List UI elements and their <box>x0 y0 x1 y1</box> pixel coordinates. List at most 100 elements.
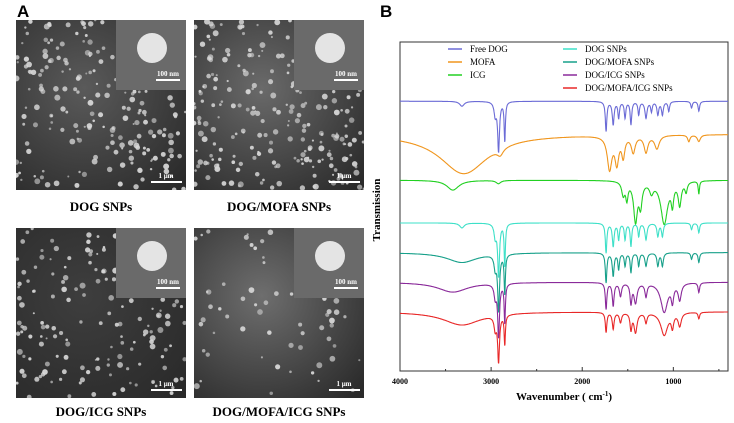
nanoparticle <box>163 347 168 352</box>
nanoparticle <box>157 129 163 135</box>
nanoparticle <box>19 368 25 374</box>
nanoparticle <box>331 98 338 104</box>
nanoparticle <box>262 261 266 265</box>
nanoparticle <box>40 68 44 73</box>
nanoparticle <box>315 104 322 111</box>
nanoparticle <box>270 92 277 99</box>
nanoparticle <box>21 373 27 379</box>
nanoparticle <box>21 269 27 275</box>
nanoparticle <box>16 159 20 165</box>
nanoparticle <box>221 181 227 186</box>
nanoparticle <box>286 124 290 127</box>
nanoparticle <box>117 361 124 368</box>
nanoparticle <box>259 181 264 185</box>
nanoparticle <box>333 135 339 141</box>
nanoparticle <box>32 122 38 128</box>
panel-b-label: B <box>380 2 393 21</box>
nanoparticle <box>76 137 79 141</box>
nanoparticle <box>59 330 64 336</box>
nanoparticle <box>137 90 141 94</box>
nanoparticle <box>206 73 211 79</box>
nanoparticle <box>60 106 66 112</box>
nanoparticle <box>274 165 278 169</box>
nanoparticle <box>60 127 65 133</box>
nanoparticle <box>151 158 154 161</box>
nanoparticle <box>253 246 258 251</box>
nanoparticle <box>333 109 340 116</box>
nanoparticle <box>318 145 325 152</box>
nanoparticle <box>101 46 106 50</box>
nanoparticle <box>159 309 162 312</box>
nanoparticle <box>106 363 110 367</box>
nanoparticle <box>167 158 171 162</box>
nanoparticle <box>251 82 257 89</box>
nanoparticle <box>218 157 222 162</box>
nanoparticle <box>44 65 49 70</box>
nanoparticle <box>160 297 166 302</box>
nanoparticle <box>86 123 93 129</box>
nanoparticle <box>245 107 250 112</box>
nanoparticle <box>17 285 20 289</box>
nanoparticle <box>148 129 154 135</box>
nanoparticle <box>96 49 100 54</box>
nanoparticle <box>33 265 38 269</box>
nanoparticle <box>240 326 246 332</box>
nanoparticle <box>194 169 197 172</box>
nanoparticle <box>134 383 138 387</box>
nanoparticle <box>117 181 123 187</box>
nanoparticle <box>126 106 131 111</box>
nanoparticle <box>172 303 177 308</box>
nanoparticle <box>110 133 114 138</box>
nanoparticle <box>259 42 266 49</box>
nanoparticle <box>61 70 64 73</box>
nanoparticle <box>98 59 104 65</box>
ftir-chart: Free DOG MOFA ICG DOG SNPs DOG/MOFA SNPs DOG/… <box>371 41 729 403</box>
nanoparticle <box>146 147 151 152</box>
nanoparticle <box>332 344 337 348</box>
nanoparticle <box>217 116 220 119</box>
nanoparticle <box>333 168 338 172</box>
nanoparticle <box>81 171 87 177</box>
nanoparticle <box>204 20 210 25</box>
nanoparticle <box>17 281 22 287</box>
nanoparticle <box>83 26 87 30</box>
nanoparticle <box>332 173 335 176</box>
nanoparticle <box>69 138 76 145</box>
nanoparticle <box>257 309 263 315</box>
scale-label: 1 μm <box>336 380 351 388</box>
nanoparticle <box>194 105 197 110</box>
nanoparticle <box>16 61 19 64</box>
nanoparticle <box>59 377 63 381</box>
nanoparticle <box>169 391 174 395</box>
nanoparticle <box>194 181 198 187</box>
nanoparticle <box>300 137 306 142</box>
nanoparticle <box>75 129 79 133</box>
nanoparticle <box>208 304 213 310</box>
nanoparticle <box>230 103 236 109</box>
nanoparticle <box>206 289 212 295</box>
nanoparticle <box>307 147 312 152</box>
nanoparticle <box>108 373 112 377</box>
x-tick-label: 3000 <box>483 377 499 386</box>
nanoparticle <box>275 53 281 59</box>
nanoparticle <box>43 37 49 43</box>
nanoparticle <box>126 367 130 371</box>
nanoparticle <box>96 235 100 238</box>
nanoparticle <box>345 156 349 161</box>
nanoparticle <box>199 41 206 47</box>
nanoparticle <box>49 258 52 261</box>
nanoparticle <box>45 337 48 340</box>
series-line-dog-mofa-icg-snps <box>400 311 728 364</box>
nanoparticle <box>168 147 174 154</box>
nanoparticle <box>179 377 184 381</box>
nanoparticle <box>154 384 158 388</box>
nanoparticle <box>53 245 60 252</box>
nanoparticle <box>194 120 197 126</box>
nanoparticle <box>67 394 72 398</box>
nanoparticle <box>28 20 33 24</box>
nanoparticle <box>54 94 61 101</box>
nanoparticle <box>247 53 252 58</box>
nanoparticle <box>267 229 274 236</box>
nanoparticle <box>209 23 216 29</box>
nanoparticle <box>231 160 236 165</box>
